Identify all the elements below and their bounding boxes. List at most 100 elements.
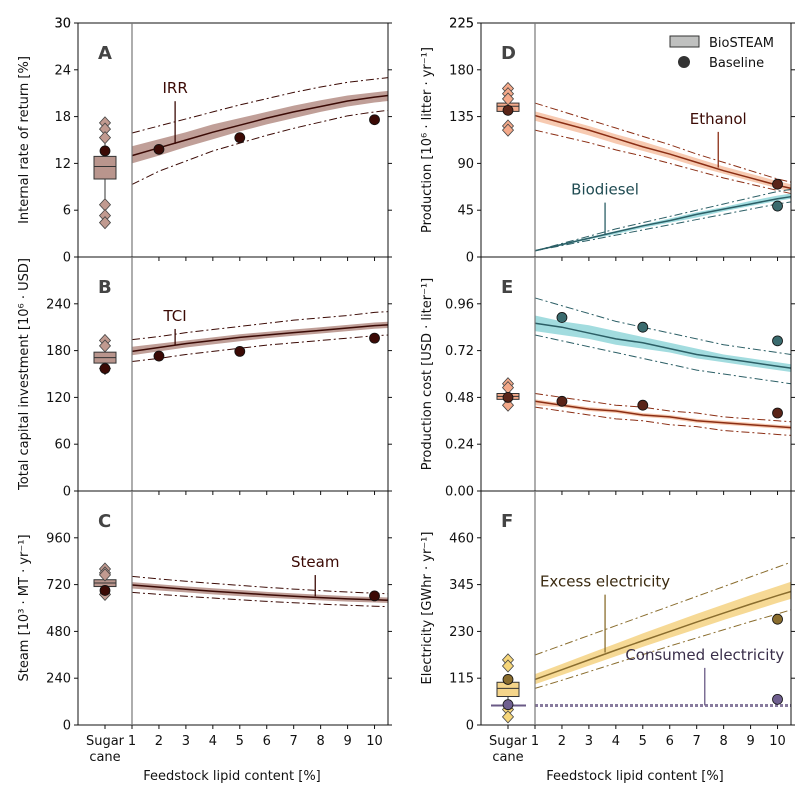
ytick-label-F-2: 230 <box>449 625 474 640</box>
outlier-diamond-D-2 <box>501 92 515 106</box>
box-A <box>93 155 117 180</box>
sugarcane-tick-right-1: Sugar <box>489 734 528 749</box>
xtick-label-F-4: 5 <box>639 734 647 749</box>
xtick-label-C-2: 3 <box>182 734 190 749</box>
baseline-point-B-0-0 <box>153 350 165 362</box>
outlier-diamond-B-1 <box>98 339 112 353</box>
baseline-point-D-1-0 <box>772 200 783 212</box>
baseline-point-E-0-2 <box>772 335 783 347</box>
panel-letter-C: C <box>98 511 111 532</box>
xtick-label-C-0: 1 <box>128 734 136 749</box>
baseline-point-A-0-2 <box>369 114 380 126</box>
ytick-label-E-1: 0.24 <box>445 438 474 453</box>
band-B-0 <box>132 321 388 356</box>
sugarcane-baseline-F <box>502 674 514 685</box>
ytick-label-D-2: 90 <box>457 157 474 172</box>
outlier-diamond-F-1 <box>501 659 515 673</box>
ytick-label-A-0: 0 <box>63 251 71 266</box>
xtick-label-F-1: 2 <box>558 734 566 749</box>
baseline-point-A-0-0 <box>153 143 165 155</box>
ci-high-line-B-0 <box>131 311 389 341</box>
median-line-D-1 <box>534 195 792 252</box>
ytick-label-C-3: 720 <box>46 578 71 593</box>
legend-baseline-label: Baseline <box>709 56 764 71</box>
ytick-label-B-1: 60 <box>54 438 71 453</box>
sugarcane-tick-left-1: Sugar <box>86 734 125 749</box>
median-line-E-0 <box>534 322 792 369</box>
baseline-point-B-0-2 <box>369 332 380 344</box>
panel-B: 0 60 120 180 240 Total capital investment [10… <box>17 256 392 500</box>
panel-letter-B: B <box>98 277 112 298</box>
ytick-label-E-2: 0.48 <box>445 391 474 406</box>
sugarcane-baseline-A <box>99 145 111 157</box>
ytick-label-D-5: 225 <box>449 17 474 32</box>
ytick-label-D-1: 45 <box>457 204 474 219</box>
sugarcane-tick-left-2: cane <box>89 750 120 765</box>
sugarcane-baseline-C <box>99 585 111 596</box>
y-axis-title-A: Internal rate of return [%] <box>17 56 32 224</box>
sugarcane-tick-right-2: cane <box>492 750 523 765</box>
ytick-label-E-4: 0.96 <box>445 297 474 312</box>
median-line-D-0 <box>534 114 792 190</box>
baseline-point-F-0-0 <box>772 613 783 625</box>
ytick-label-C-0: 0 <box>63 719 71 734</box>
sugarcane-consumed-baseline <box>502 699 514 711</box>
ytick-label-E-3: 0.72 <box>445 344 474 359</box>
xtick-label-C-6: 7 <box>290 734 298 749</box>
xtick-label-F-8: 9 <box>746 734 754 749</box>
band-A-0 <box>132 90 388 164</box>
baseline-point-E-1-2 <box>772 407 783 419</box>
baseline-point-A-0-1 <box>234 132 246 144</box>
y-axis-title-B: Total capital investment [10⁶ · USD] <box>17 258 32 491</box>
axes-frame-A <box>77 22 389 258</box>
outlier-diamond-C-2 <box>98 568 112 582</box>
annotation-D-0: Ethanol <box>690 110 747 128</box>
ytick-label-D-0: 0 <box>466 251 474 266</box>
panel-letter-A: A <box>98 43 112 64</box>
y-axis-title-F: Electricity [GWhr · yr⁻¹] <box>420 532 435 685</box>
outlier-diamond-A-5 <box>98 216 112 230</box>
ci-high-line-E-1 <box>534 393 792 423</box>
y-axis-title-C: Steam [10³ · MT · yr⁻¹] <box>17 534 32 681</box>
axes-frame-C <box>77 490 389 726</box>
ytick-label-D-3: 135 <box>449 110 474 125</box>
ci-low-line-B-0 <box>131 334 389 363</box>
outlier-diamond-A-3 <box>98 198 112 212</box>
ci-low-line-A-0 <box>131 109 389 185</box>
legend: BioSTEAM Baseline <box>669 35 774 71</box>
band-E-1 <box>535 399 791 430</box>
annotation-A-0: IRR <box>162 79 187 97</box>
annotation-C-0: Steam <box>291 553 339 571</box>
ytick-label-A-1: 6 <box>63 204 71 219</box>
sugarcane-baseline-E <box>502 391 514 403</box>
x-axis-title-right: Feedstock lipid content [%] <box>546 769 724 784</box>
ytick-label-A-2: 12 <box>54 157 71 172</box>
ytick-label-F-4: 460 <box>449 531 474 546</box>
baseline-point-E-0-0 <box>556 312 568 323</box>
baseline-point-E-1-0 <box>556 395 568 407</box>
baseline-point-C-0-0 <box>369 590 380 602</box>
median-line-F-0 <box>534 590 792 681</box>
ci-low-line-E-1 <box>534 406 792 436</box>
ci-low-line-C-0 <box>131 591 389 608</box>
baseline-point-E-1-1 <box>637 399 649 411</box>
panel-letter-E: E <box>501 277 513 298</box>
ci-low-line-F-0 <box>534 609 792 689</box>
axes-frame-E <box>480 256 792 492</box>
median-line-B-0 <box>131 324 389 353</box>
legend-biosteam-label: BioSTEAM <box>709 36 774 51</box>
ytick-label-C-2: 480 <box>46 625 71 640</box>
band-D-0 <box>535 111 791 192</box>
ytick-label-top-A: 30 <box>54 17 71 32</box>
annotation-D-1: Biodiesel <box>571 181 639 199</box>
legend-biosteam-swatch <box>669 35 700 48</box>
xtick-label-C-4: 5 <box>236 734 244 749</box>
median-line-A-0 <box>131 94 389 157</box>
band-E-0 <box>535 315 791 373</box>
outlier-diamond-E-2 <box>501 398 515 412</box>
y-axis-title-E: Production cost [USD · liter⁻¹] <box>420 278 435 470</box>
x-axis-title-left: Feedstock lipid content [%] <box>143 769 321 784</box>
